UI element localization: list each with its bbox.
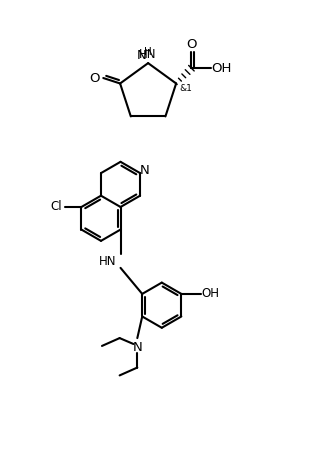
Text: HN: HN xyxy=(99,255,116,269)
Text: OH: OH xyxy=(212,62,232,75)
Text: H: H xyxy=(144,47,152,57)
Text: N: N xyxy=(140,163,150,177)
Text: N: N xyxy=(136,49,146,62)
Text: O: O xyxy=(186,38,197,51)
Text: Cl: Cl xyxy=(50,200,62,213)
Text: HN: HN xyxy=(139,48,157,61)
Text: OH: OH xyxy=(202,287,220,300)
Text: &1: &1 xyxy=(179,84,192,93)
Text: O: O xyxy=(89,71,100,85)
Text: N: N xyxy=(133,341,142,354)
